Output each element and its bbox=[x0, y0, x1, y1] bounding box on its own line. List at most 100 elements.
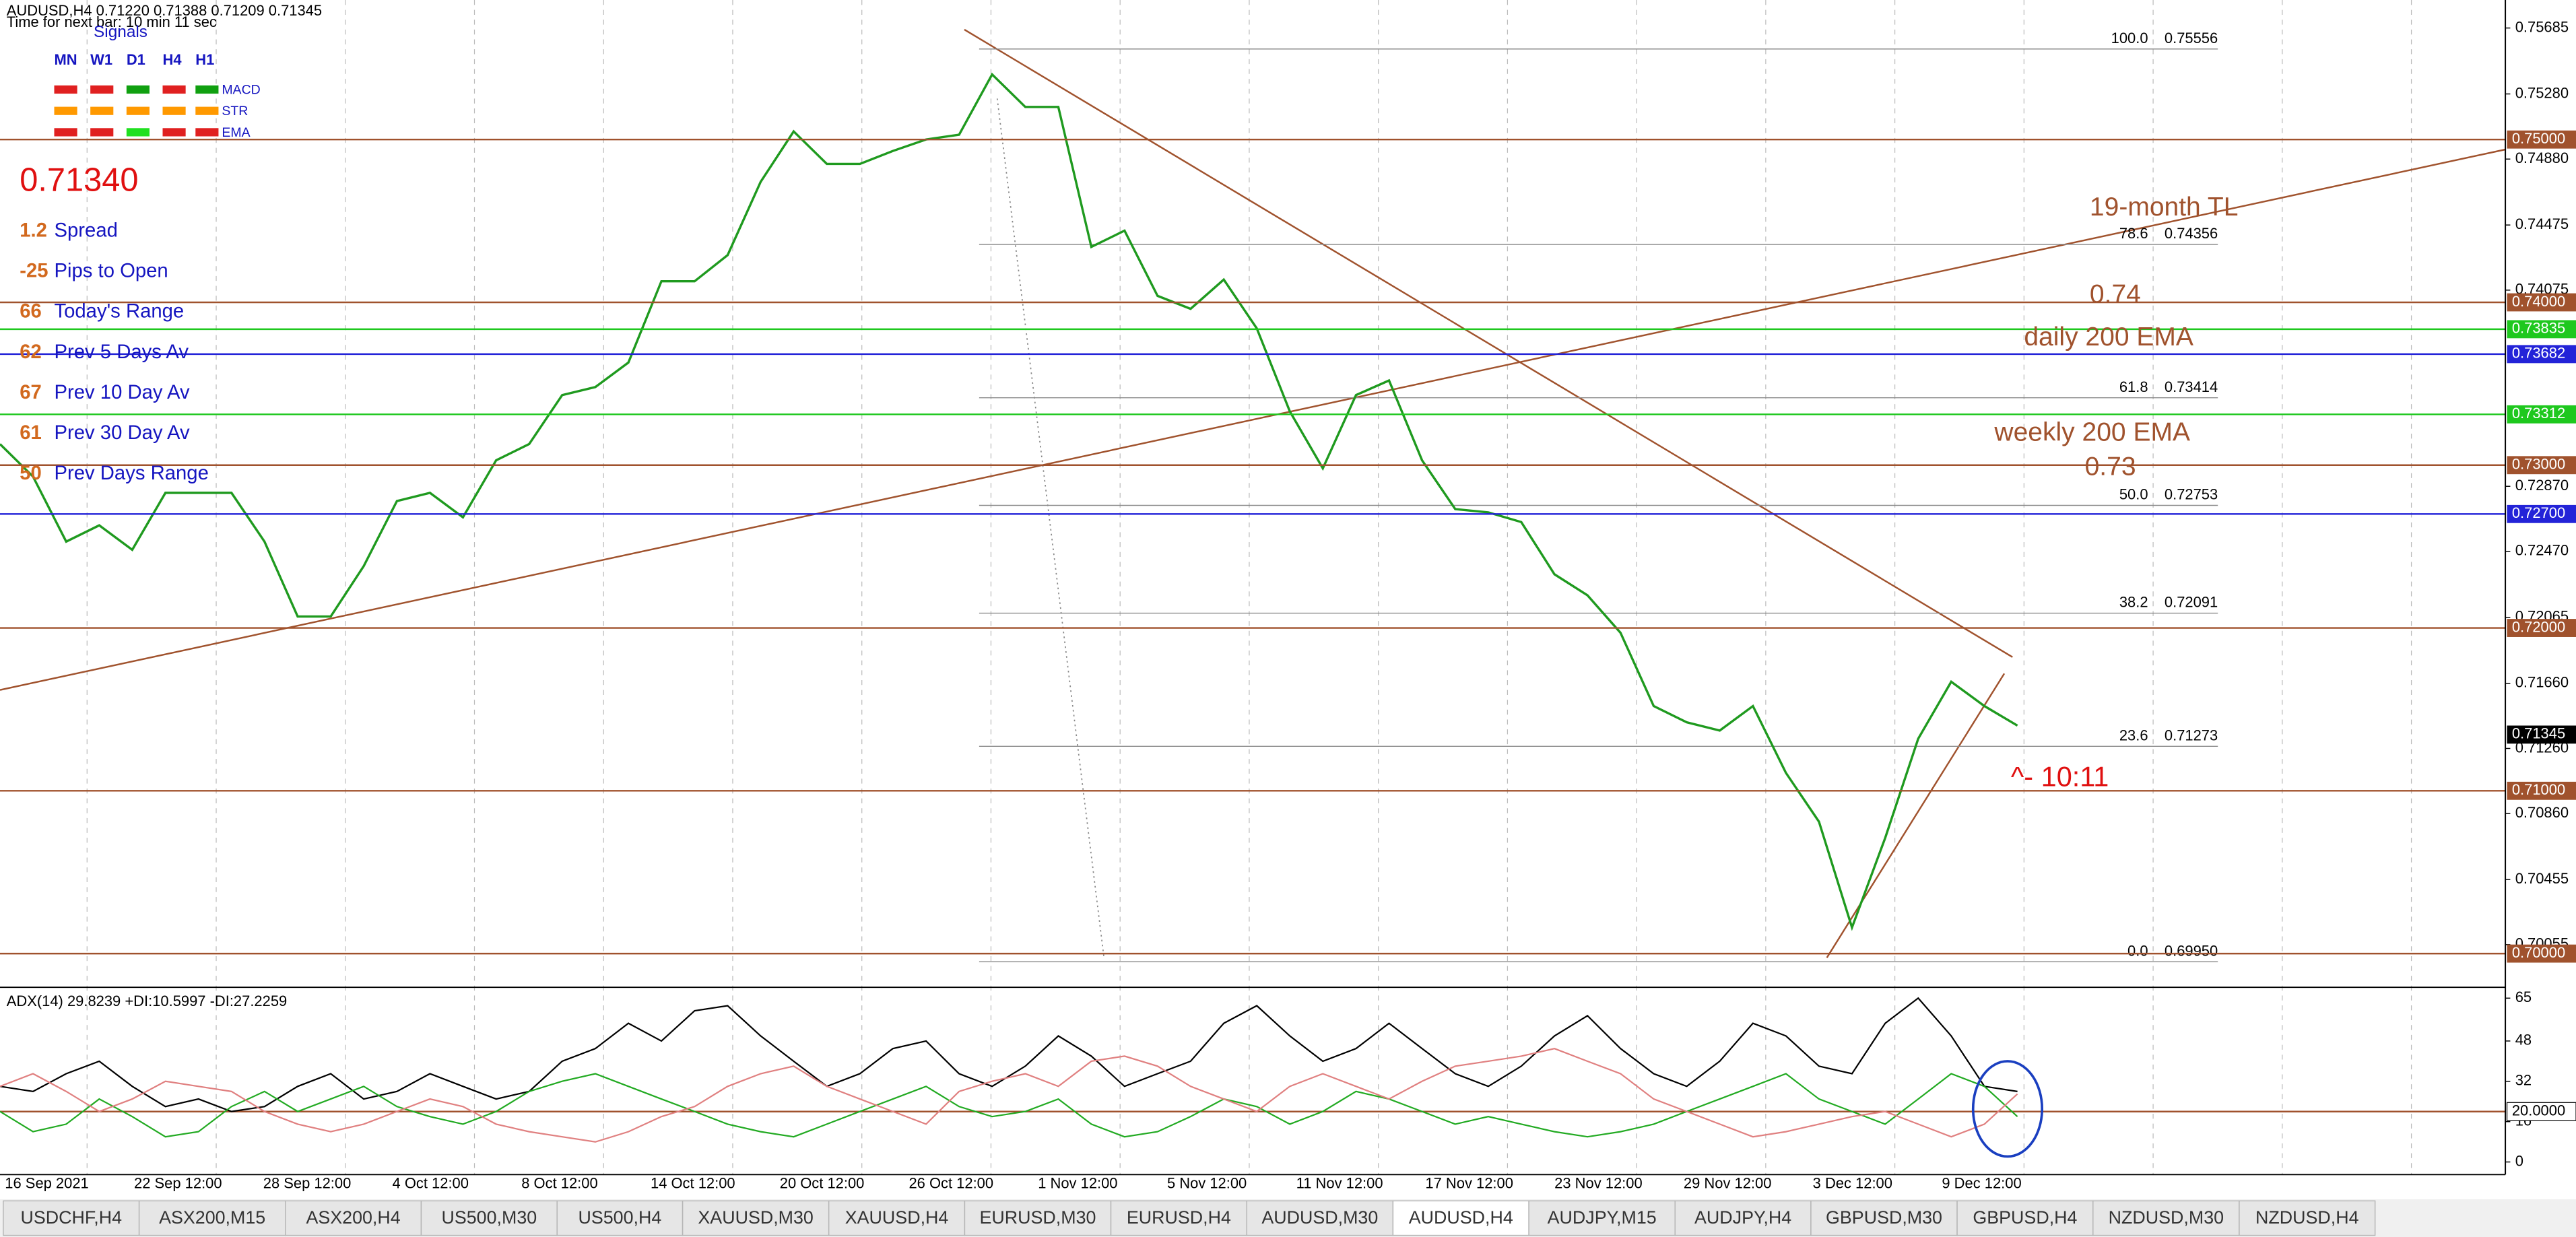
fib-label: 78.6 0.74356 bbox=[2119, 225, 2218, 242]
tab[interactable] bbox=[1528, 1200, 1676, 1236]
y-tick-label: 0.75280 bbox=[2515, 84, 2569, 101]
level-box bbox=[2507, 781, 2576, 800]
level-label: 0.72000 bbox=[2512, 618, 2565, 635]
stat-value: 61 bbox=[20, 422, 42, 444]
signal-cell bbox=[126, 128, 150, 137]
stat-label: Prev 5 Days Av bbox=[55, 341, 189, 363]
level-label: 0.71000 bbox=[2512, 781, 2565, 798]
x-tick-label: 14 Oct 12:00 bbox=[651, 1175, 735, 1192]
x-tick-label: 26 Oct 12:00 bbox=[909, 1175, 993, 1192]
tab-label[interactable]: GBPUSD,H4 bbox=[1973, 1207, 2077, 1228]
tab[interactable] bbox=[1110, 1200, 1248, 1236]
tab-label[interactable]: US500,M30 bbox=[441, 1207, 537, 1228]
level-label: 0.73000 bbox=[2512, 456, 2565, 473]
tab[interactable] bbox=[1246, 1200, 1394, 1236]
y-tick-label: 0.71660 bbox=[2515, 674, 2569, 691]
month-trendline bbox=[0, 148, 2506, 691]
signal-cell bbox=[90, 106, 114, 115]
x-tick-label: 28 Sep 12:00 bbox=[263, 1175, 352, 1192]
tab-label[interactable]: ASX200,M15 bbox=[159, 1207, 265, 1228]
level-label: 0.71345 bbox=[2512, 725, 2565, 742]
level-box bbox=[2507, 345, 2576, 364]
current-price: 0.71340 bbox=[20, 162, 138, 199]
tab-label[interactable]: US500,H4 bbox=[579, 1207, 662, 1228]
indicator-title: ADX(14) 29.8239 +DI:10.5997 -DI:27.2259 bbox=[7, 993, 287, 1009]
tab-label[interactable]: EURUSD,H4 bbox=[1127, 1207, 1231, 1228]
x-tick-label: 8 Oct 12:00 bbox=[521, 1175, 597, 1192]
highlight-circle bbox=[1971, 1060, 2044, 1158]
tab[interactable] bbox=[3, 1200, 140, 1236]
level-box bbox=[2507, 944, 2576, 963]
x-tick-label: 23 Nov 12:00 bbox=[1554, 1175, 1643, 1192]
level-label: 0.72700 bbox=[2512, 504, 2565, 521]
y-tick-label: 0.70860 bbox=[2515, 804, 2569, 821]
y-tick-label: 0.74475 bbox=[2515, 215, 2569, 232]
tab[interactable] bbox=[1392, 1200, 1529, 1236]
level-box bbox=[2507, 130, 2576, 149]
x-tick-label: 9 Dec 12:00 bbox=[1942, 1175, 2021, 1192]
x-tick-label: 22 Sep 12:00 bbox=[134, 1175, 222, 1192]
timer-annotation: ^- 10:11 bbox=[2011, 760, 2109, 792]
tab-label[interactable]: EURUSD,M30 bbox=[980, 1207, 1096, 1228]
tab-label[interactable]: AUDUSD,M30 bbox=[1261, 1207, 1378, 1228]
signal-cell bbox=[54, 85, 77, 94]
x-tick-label: 29 Nov 12:00 bbox=[1684, 1175, 1772, 1192]
tab-label[interactable]: AUDJPY,H4 bbox=[1694, 1207, 1791, 1228]
series-line bbox=[0, 1048, 2018, 1143]
signal-cell bbox=[162, 106, 186, 115]
tab-label[interactable]: XAUUSD,M30 bbox=[698, 1207, 813, 1228]
fib-label: 0.0 0.69950 bbox=[2127, 942, 2218, 959]
tab[interactable] bbox=[682, 1200, 830, 1236]
annotation: 0.73 bbox=[2085, 453, 2136, 481]
tab-label[interactable]: USDCHF,H4 bbox=[20, 1207, 122, 1228]
tab[interactable] bbox=[2239, 1200, 2376, 1236]
y-tick-label: 0 bbox=[2515, 1152, 2523, 1169]
y-tick-label: 32 bbox=[2515, 1072, 2532, 1089]
tab[interactable] bbox=[420, 1200, 558, 1236]
annotation: daily 200 EMA bbox=[2024, 323, 2193, 352]
stat-label: Prev Days Range bbox=[55, 463, 209, 484]
tab[interactable] bbox=[1674, 1200, 1812, 1236]
signal-cell bbox=[126, 106, 150, 115]
tab[interactable] bbox=[1810, 1200, 1958, 1236]
tab[interactable] bbox=[138, 1200, 286, 1236]
signal-cell bbox=[162, 128, 186, 137]
fib-label: 23.6 0.71273 bbox=[2119, 727, 2218, 743]
stat-value: 67 bbox=[20, 382, 42, 403]
y-tick-label: 0.72470 bbox=[2515, 542, 2569, 559]
bar-timer: Time for next bar: 10 min 11 sec bbox=[7, 13, 217, 30]
annotation: weekly 200 EMA bbox=[1993, 417, 2190, 446]
signal-cell bbox=[162, 85, 186, 94]
level-box bbox=[2507, 320, 2576, 339]
fib-label: 38.2 0.72091 bbox=[2119, 594, 2218, 611]
tab[interactable] bbox=[2092, 1200, 2240, 1236]
x-tick-label: 4 Oct 12:00 bbox=[393, 1175, 469, 1192]
timeframe-label: MN bbox=[55, 51, 77, 68]
stat-label: Today's Range bbox=[55, 301, 185, 323]
series-line bbox=[0, 72, 2018, 931]
level-label: 0.73682 bbox=[2512, 345, 2565, 362]
y-tick-label: 0.70455 bbox=[2515, 870, 2569, 887]
tab-label[interactable]: XAUUSD,H4 bbox=[845, 1207, 949, 1228]
series-line bbox=[0, 1073, 2018, 1138]
stat-value: 66 bbox=[20, 301, 42, 323]
stat-value: 50 bbox=[20, 463, 42, 484]
indicator-label: STR bbox=[222, 104, 248, 119]
level-box bbox=[2507, 293, 2576, 312]
level-box bbox=[2507, 725, 2576, 744]
level-label: 20.0000 bbox=[2512, 1102, 2565, 1119]
annotation: 19-month TL bbox=[2090, 193, 2238, 222]
grid bbox=[86, 0, 2412, 1175]
tab-label[interactable]: AUDUSD,H4 bbox=[1409, 1207, 1513, 1228]
tab-label[interactable]: NZDUSD,H4 bbox=[2255, 1207, 2359, 1228]
level-box bbox=[2507, 456, 2576, 475]
tab-label[interactable]: ASX200,H4 bbox=[306, 1207, 400, 1228]
tab[interactable] bbox=[556, 1200, 684, 1236]
tab-label[interactable]: NZDUSD,M30 bbox=[2109, 1207, 2224, 1228]
annotation: 0.74 bbox=[2090, 279, 2141, 308]
stat-label: Spread bbox=[55, 220, 118, 242]
tab-label[interactable]: AUDJPY,M15 bbox=[1548, 1207, 1657, 1228]
x-tick-label: 11 Nov 12:00 bbox=[1296, 1175, 1383, 1192]
tab-label[interactable]: GBPUSD,M30 bbox=[1826, 1207, 1942, 1228]
tab[interactable] bbox=[1956, 1200, 2094, 1236]
